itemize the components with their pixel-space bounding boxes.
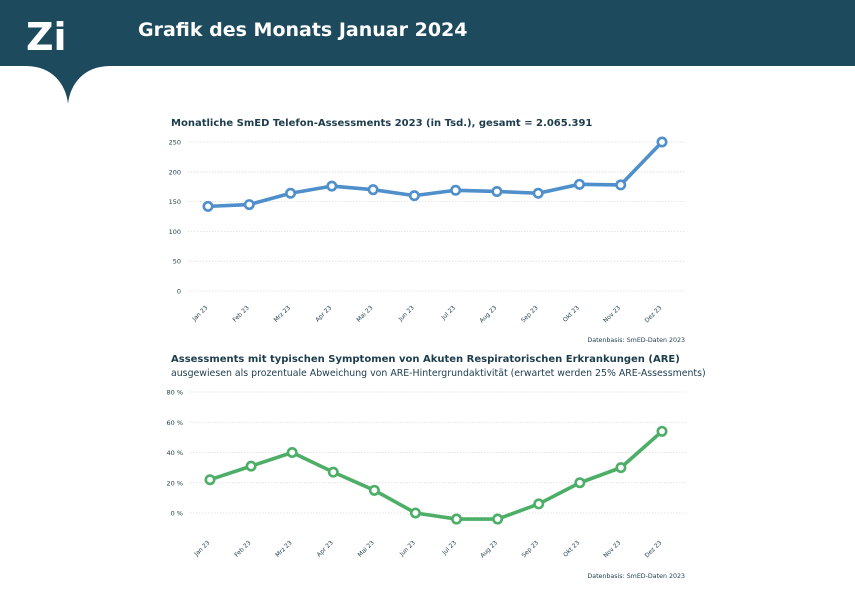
y-tick-label: 60 %	[166, 419, 183, 427]
data-point	[326, 180, 338, 192]
data-point	[574, 477, 586, 489]
data-point	[202, 200, 214, 212]
y-tick-label: 0 %	[171, 510, 183, 518]
data-point	[451, 513, 463, 525]
series-line	[208, 429, 664, 521]
x-tick-label: Nov 23	[602, 304, 622, 324]
series-line	[206, 140, 664, 209]
x-tick-label: Sep 23	[520, 304, 540, 324]
data-point	[492, 513, 504, 525]
x-tick-label: Apr 23	[316, 539, 335, 558]
chart-subtitle: ausgewiesen als prozentuale Abweichung v…	[171, 368, 706, 379]
data-point	[573, 178, 585, 190]
data-point	[367, 184, 379, 196]
chart-plot-area: 0 % 20 % 40 % 60 % 80 % Jan 23 Feb 23 Mrz 23 Apr…	[166, 389, 686, 559]
y-tick-label: 100	[169, 228, 181, 236]
data-point	[491, 185, 503, 197]
y-tick-label: 0	[177, 288, 181, 296]
chart-title: Assessments mit typischen Symptomen von …	[171, 354, 680, 365]
x-tick-label: Feb 23	[233, 539, 252, 558]
data-point	[615, 462, 627, 474]
x-tick-label: Jan 23	[190, 304, 209, 323]
x-tick-label: Sep 23	[520, 539, 540, 559]
x-tick-label: Mai 23	[355, 304, 374, 323]
data-point	[408, 190, 420, 202]
y-tick-label: 200	[169, 168, 181, 176]
chart-are-assessments: Assessments mit typischen Symptomen von …	[0, 350, 855, 586]
x-tick-label: Jul 23	[440, 539, 458, 557]
header-bar: Zi Grafik des Monats Januar 2024	[0, 0, 855, 104]
data-point	[450, 184, 462, 196]
chart-source: Datenbasis: SmED-Daten 2023	[587, 573, 685, 580]
y-tick-label: 80 %	[166, 389, 183, 397]
chart-telefon-assessments: Monatliche SmED Telefon-Assessments 2023…	[0, 112, 855, 348]
header-background: Zi	[0, 0, 855, 104]
y-tick-label: 150	[169, 198, 181, 206]
x-tick-label: Aug 23	[479, 539, 499, 559]
data-point	[615, 179, 627, 191]
x-tick-label: Feb 23	[231, 304, 250, 323]
chart-plot-area: 0 50 100 150 200 250 Jan 23 Feb 23 Mrz 23 Apr 23 M…	[169, 136, 686, 324]
data-point	[533, 498, 545, 510]
y-tick-label: 250	[169, 139, 181, 147]
data-point	[285, 187, 297, 199]
x-tick-label: Dez 23	[644, 304, 664, 324]
x-tick-label: Mrz 23	[274, 539, 293, 558]
data-point	[245, 460, 257, 472]
data-point	[656, 136, 668, 148]
data-point	[327, 466, 339, 478]
x-tick-label: Jun 23	[398, 539, 417, 558]
data-point	[368, 484, 380, 496]
data-point	[532, 187, 544, 199]
x-tick-label: Aug 23	[478, 304, 498, 324]
y-tick-label: 20 %	[166, 479, 183, 487]
x-tick-label: Okt 23	[562, 539, 581, 558]
data-point	[286, 447, 298, 459]
y-tick-label: 50	[173, 258, 181, 266]
x-tick-label: Jan 23	[192, 539, 211, 558]
chart-source: Datenbasis: SmED-Daten 2023	[587, 337, 685, 344]
data-point	[409, 507, 421, 519]
data-point	[204, 474, 216, 486]
x-tick-label: Okt 23	[562, 304, 581, 323]
chart-title: Monatliche SmED Telefon-Assessments 2023…	[171, 118, 593, 129]
x-tick-label: Dez 23	[644, 539, 664, 559]
data-point	[656, 425, 668, 437]
x-tick-label: Mai 23	[357, 539, 376, 558]
data-point	[243, 199, 255, 211]
x-tick-label: Mrz 23	[273, 304, 292, 323]
logo: Zi	[26, 15, 67, 59]
x-tick-label: Jun 23	[397, 304, 416, 323]
x-tick-label: Apr 23	[314, 304, 333, 323]
y-tick-label: 40 %	[166, 449, 183, 457]
x-tick-label: Jul 23	[440, 304, 458, 322]
page-title: Grafik des Monats Januar 2024	[138, 19, 468, 41]
x-tick-label: Nov 23	[602, 539, 622, 559]
